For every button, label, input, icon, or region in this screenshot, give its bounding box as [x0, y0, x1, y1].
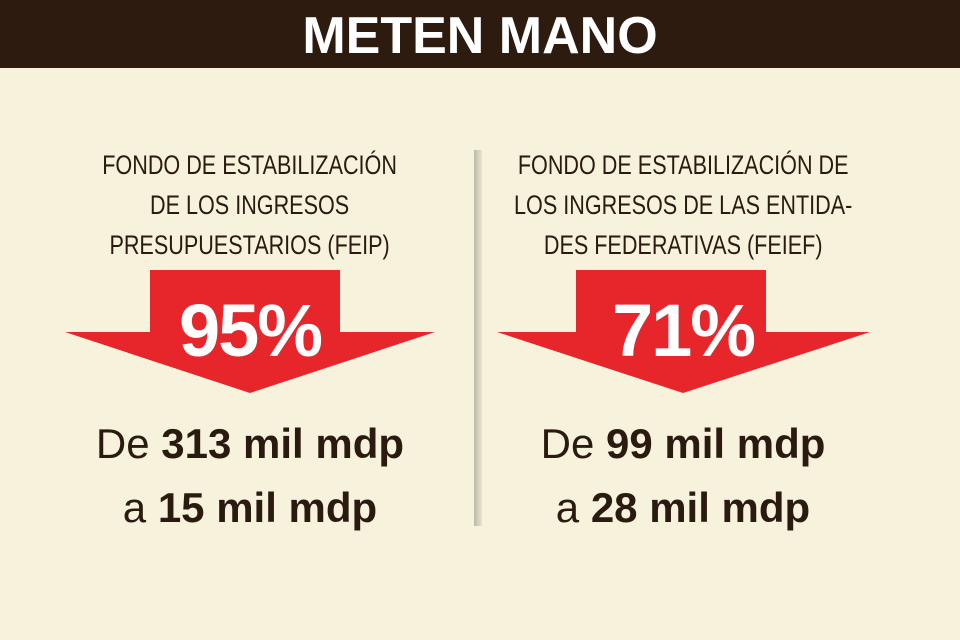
amount: 99 mil mdp: [606, 420, 825, 467]
title-line: FONDO DE ESTABILIZACIÓN DE: [518, 151, 849, 181]
header-title: METEN MANO: [302, 7, 657, 65]
from-line: De 99 mil mdp: [541, 420, 826, 467]
down-arrow: [497, 270, 870, 393]
percent: 95%: [179, 289, 321, 372]
title-line: LOS INGRESOS DE LAS ENTIDA-: [514, 191, 852, 221]
to-line: a 28 mil mdp: [556, 484, 810, 531]
title-line: DES FEDERATIVAS (FEIEF): [544, 231, 823, 261]
title-line: PRESUPUESTARIOS (FEIP): [109, 231, 389, 261]
from-line: De 313 mil mdp: [96, 420, 404, 467]
amount: 15 mil mdp: [158, 484, 377, 531]
title-line: FONDO DE ESTABILIZACIÓN: [102, 151, 397, 181]
to-line: a 15 mil mdp: [123, 484, 377, 531]
prefix: De: [96, 420, 150, 467]
prefix: a: [556, 484, 580, 531]
panel-title: FONDO DE ESTABILIZACIÓN DE LOS INGRESOS …: [102, 151, 397, 261]
prefix: a: [123, 484, 147, 531]
panel-title: FONDO DE ESTABILIZACIÓN DE LOS INGRESOS …: [514, 151, 852, 261]
header-bar: [0, 0, 960, 68]
divider: [474, 150, 482, 526]
percent: 71%: [612, 289, 754, 372]
prefix: De: [541, 420, 595, 467]
amount: 28 mil mdp: [591, 484, 810, 531]
amount: 313 mil mdp: [161, 420, 404, 467]
title-line: DE LOS INGRESOS: [150, 191, 349, 221]
down-arrow: [65, 270, 435, 393]
